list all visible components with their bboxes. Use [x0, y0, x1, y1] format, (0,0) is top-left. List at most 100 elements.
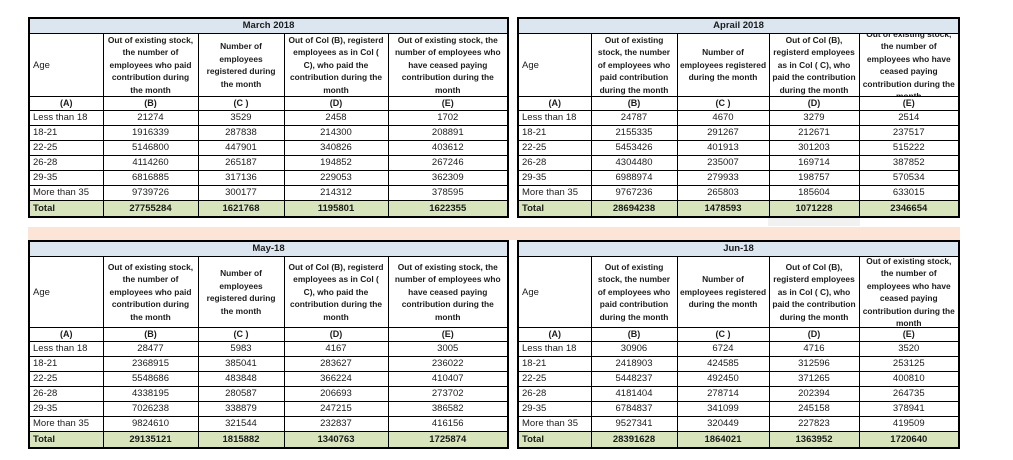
data-row: 29-35 6784837 341099 245158 378941: [517, 401, 960, 417]
value-cell: 419509: [858, 416, 960, 432]
age-cell: 18-21: [517, 125, 592, 141]
value-cell: 403612: [387, 140, 509, 156]
title-row: Aprail 2018: [517, 17, 960, 34]
column-header-cell: Out of existing stock, the number of emp…: [858, 33, 960, 97]
data-row: 22-25 5548686 483848 366224 410407: [28, 371, 509, 387]
value-cell: 267246: [387, 155, 509, 171]
stray-gray-cell: [768, 216, 860, 226]
value-cell: 9527341: [590, 416, 678, 432]
column-header-cell: Out of Col (B), registerd employees as i…: [283, 33, 389, 97]
age-cell: Less than 18: [517, 110, 592, 126]
value-cell: 5548686: [102, 371, 199, 387]
column-letter-cell: (A): [28, 327, 104, 342]
value-cell: 273702: [387, 386, 509, 402]
value-cell: 5983: [197, 341, 285, 357]
total-value-cell: 1815882: [197, 431, 285, 449]
value-cell: 194852: [283, 155, 389, 171]
value-cell: 6784837: [590, 401, 678, 417]
march-data-table: March 2018 Age Out of existing stock, the …: [28, 17, 510, 218]
letters-row: (A) (B) (C ) (D) (E): [517, 96, 960, 111]
age-header-cell: Age: [517, 33, 592, 97]
value-cell: 235007: [676, 155, 770, 171]
value-cell: 278714: [676, 386, 770, 402]
column-letter-cell: (E): [858, 327, 960, 342]
column-letter-cell: (E): [387, 96, 509, 111]
total-row: Total 28391628 1864021 1363952 1720640: [517, 431, 960, 449]
data-row: 18-21 1916339 287838 214300 208891: [28, 125, 509, 141]
value-cell: 378941: [858, 401, 960, 417]
total-value-cell: 1478593: [676, 200, 770, 218]
value-cell: 4338195: [102, 386, 199, 402]
value-cell: 264735: [858, 386, 960, 402]
age-cell: More than 35: [28, 185, 104, 201]
column-header-cell: Number of employees registered during th…: [197, 256, 285, 328]
value-cell: 400810: [858, 371, 960, 387]
value-cell: 2418903: [590, 356, 678, 372]
age-cell: 26-28: [28, 155, 104, 171]
total-value-cell: 2346654: [858, 200, 960, 218]
value-cell: 253125: [858, 356, 960, 372]
row-highlight-band: [28, 227, 960, 240]
column-header-cell: Out of existing stock, the number of emp…: [590, 33, 678, 97]
value-cell: 633015: [858, 185, 960, 201]
column-letter-cell: (C ): [197, 327, 285, 342]
data-row: 18-21 2418903 424585 312596 253125: [517, 356, 960, 372]
value-cell: 447901: [197, 140, 285, 156]
age-header-cell: Age: [517, 256, 592, 328]
value-cell: 301203: [768, 140, 860, 156]
data-row: Less than 18 24787 4670 3279 2514: [517, 110, 960, 126]
column-header-cell: Out of existing stock, the number of emp…: [590, 256, 678, 328]
data-row: More than 35 9527341 320449 227823 419509: [517, 416, 960, 432]
total-label-cell: Total: [28, 431, 104, 449]
age-cell: 26-28: [517, 386, 592, 402]
data-row: 18-21 2368915 385041 283627 236022: [28, 356, 509, 372]
column-letter-cell: (A): [517, 96, 592, 111]
value-cell: 515222: [858, 140, 960, 156]
month-title: May-18: [28, 240, 509, 257]
value-cell: 5448237: [590, 371, 678, 387]
total-value-cell: 1195801: [283, 200, 389, 218]
table-june-2018: Jun-18 Age Out of existing stock, the numb…: [517, 240, 961, 449]
column-letter-cell: (D): [283, 96, 389, 111]
value-cell: 4670: [676, 110, 770, 126]
value-cell: 570534: [858, 170, 960, 186]
value-cell: 1916339: [102, 125, 199, 141]
month-title: March 2018: [28, 17, 509, 34]
value-cell: 4181404: [590, 386, 678, 402]
value-cell: 410407: [387, 371, 509, 387]
letters-row: (A) (B) (C ) (D) (E): [28, 327, 509, 342]
value-cell: 2368915: [102, 356, 199, 372]
age-cell: 29-35: [517, 401, 592, 417]
value-cell: 237517: [858, 125, 960, 141]
value-cell: 320449: [676, 416, 770, 432]
data-row: 26-28 4181404 278714 202394 264735: [517, 386, 960, 402]
table-march-2018: March 2018 Age Out of existing stock, the …: [28, 17, 510, 218]
month-title: Aprail 2018: [517, 17, 960, 34]
letters-row: (A) (B) (C ) (D) (E): [517, 327, 960, 342]
age-cell: 22-25: [28, 140, 104, 156]
age-cell: 22-25: [517, 371, 592, 387]
value-cell: 291267: [676, 125, 770, 141]
value-cell: 21274: [102, 110, 199, 126]
data-row: Less than 18 30906 6724 4716 3520: [517, 341, 960, 357]
value-cell: 483848: [197, 371, 285, 387]
data-row: 29-35 6988974 279933 198757 570534: [517, 170, 960, 186]
total-value-cell: 1720640: [858, 431, 960, 449]
age-header-cell: Age: [28, 256, 104, 328]
data-row: 22-25 5146800 447901 340826 403612: [28, 140, 509, 156]
value-cell: 6816885: [102, 170, 199, 186]
value-cell: 227823: [768, 416, 860, 432]
value-cell: 9767236: [590, 185, 678, 201]
data-row: More than 35 9824610 321544 232837 416156: [28, 416, 509, 432]
age-cell: 18-21: [28, 125, 104, 141]
value-cell: 338879: [197, 401, 285, 417]
column-header-cell: Out of Col (B), registerd employees as i…: [283, 256, 389, 328]
total-value-cell: 1071228: [768, 200, 860, 218]
value-cell: 206693: [283, 386, 389, 402]
value-cell: 386582: [387, 401, 509, 417]
total-value-cell: 1622355: [387, 200, 509, 218]
title-row: May-18: [28, 240, 509, 257]
value-cell: 341099: [676, 401, 770, 417]
data-row: 22-25 5453426 401913 301203 515222: [517, 140, 960, 156]
total-value-cell: 28694238: [590, 200, 678, 218]
